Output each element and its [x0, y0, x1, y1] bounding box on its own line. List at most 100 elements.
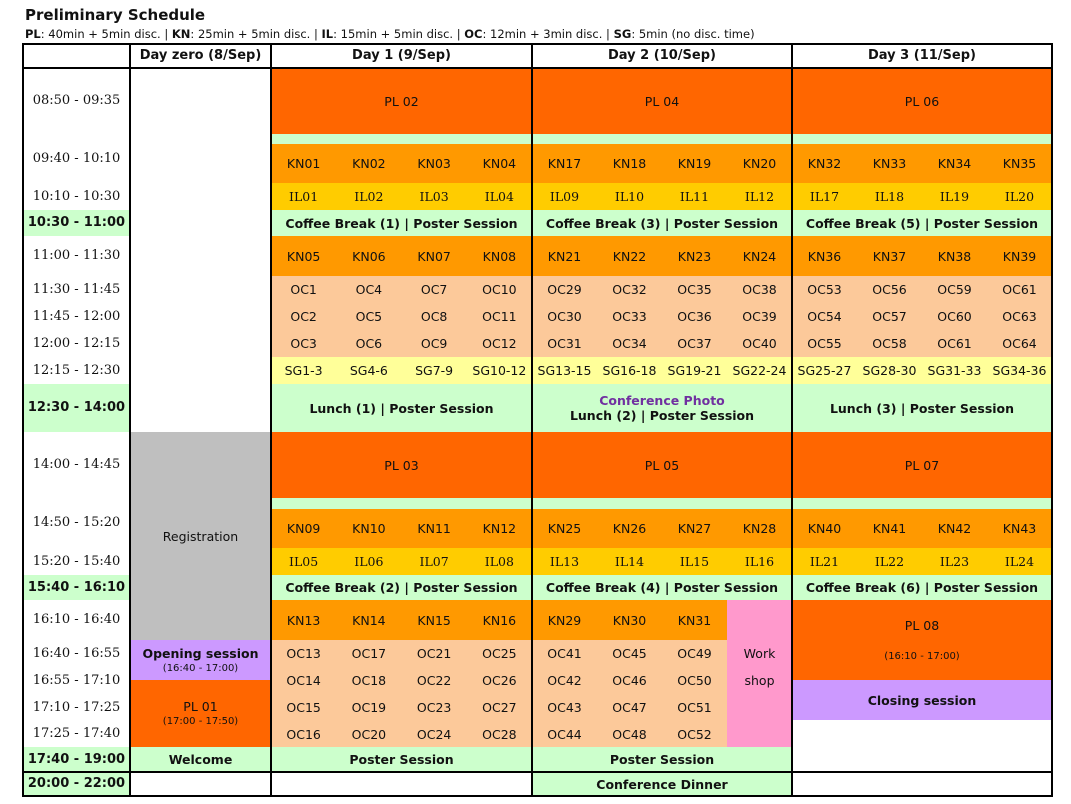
oral-talk-label: OC39 [742, 309, 777, 324]
day-header: Day zero (8/Sep) [130, 44, 271, 68]
coffee-break-label: Coffee Break (2) | Poster Session [285, 580, 518, 595]
time-slot: 16:10 - 16:40 [23, 600, 130, 640]
oral-talk-label: OC44 [547, 726, 582, 742]
oral-talk-label: OC59 [937, 282, 972, 297]
time-slot: 08:50 - 09:35 [23, 68, 130, 134]
invited-talk-label: IL04 [484, 189, 514, 204]
oral-talk-label: OC55 [807, 336, 842, 351]
oral-talk: OC16 [271, 721, 337, 747]
day-header-label: Day 3 (11/Sep) [868, 48, 976, 64]
coffee-break: Coffee Break (4) | Poster Session [532, 575, 792, 600]
invited-talk-label: IL10 [614, 189, 645, 204]
oral-talk: OC64 [987, 330, 1052, 357]
keynote-talk-label: KN35 [1002, 156, 1037, 171]
oral-talk: OC2 [271, 303, 337, 330]
short-talk-label: SG16-18 [602, 363, 657, 378]
oral-talk: OC31 [532, 330, 597, 357]
invited-talk-label: IL03 [419, 189, 449, 204]
oral-talk: OC34 [597, 330, 662, 357]
keynote-talk-label: KN19 [677, 156, 712, 171]
oral-talk: OC46 [597, 667, 662, 694]
oral-talk-label: OC18 [351, 673, 387, 688]
oral-talk: OC54 [792, 303, 857, 330]
gap-strip [532, 498, 792, 509]
oral-talk-label: OC14 [286, 673, 321, 688]
oral-talk-label: OC35 [677, 282, 712, 297]
oral-talk: OC33 [597, 303, 662, 330]
invited-talk: IL18 [857, 183, 922, 210]
oral-talk: OC25 [466, 640, 532, 667]
keynote-talk-label: KN05 [286, 248, 321, 264]
invited-talk: IL14 [597, 548, 662, 575]
keynote-talk: KN24 [727, 236, 792, 276]
grid-line [22, 67, 1053, 69]
oral-talk: OC60 [922, 303, 987, 330]
oral-talk-label: OC60 [937, 309, 972, 324]
keynote-talk: KN25 [532, 509, 597, 548]
conference-dinner-label: Conference Dinner [596, 776, 728, 792]
time-label: 11:45 - 12:00 [32, 308, 121, 324]
oral-talk: OC61 [987, 276, 1052, 303]
grid-line [22, 795, 1053, 797]
invited-talk-label: IL02 [354, 189, 384, 204]
time-slot: 12:00 - 12:15 [23, 330, 130, 357]
oral-talk: OC37 [662, 330, 727, 357]
lunch-label: Lunch (3) | Poster Session [829, 400, 1015, 416]
keynote-talk: KN35 [987, 144, 1052, 183]
short-talk-label: SG31-33 [927, 363, 982, 378]
oral-talk-label: OC50 [677, 673, 712, 688]
plenary-session: PL 07 [792, 432, 1052, 498]
keynote-talk: KN09 [271, 509, 337, 548]
keynote-talk: KN41 [857, 509, 922, 548]
keynote-talk-label: KN21 [547, 248, 582, 264]
oral-talk: OC50 [662, 667, 727, 694]
oral-talk-label: OC27 [482, 700, 517, 715]
keynote-talk-label: KN09 [286, 521, 321, 536]
invited-talk: IL20 [987, 183, 1052, 210]
invited-talk: IL07 [401, 548, 467, 575]
keynote-talk: KN08 [466, 236, 532, 276]
oral-talk: OC14 [271, 667, 337, 694]
oral-talk: OC15 [271, 694, 337, 721]
coffee-break: Coffee Break (2) | Poster Session [271, 575, 532, 600]
oral-talk-label: OC52 [677, 726, 712, 742]
time-label: 12:00 - 12:15 [32, 335, 121, 351]
keynote-talk: KN28 [727, 509, 792, 548]
legend-key: OC [464, 27, 483, 41]
oral-talk: OC51 [662, 694, 727, 721]
invited-talk-label: IL23 [939, 554, 970, 569]
oral-talk: OC36 [662, 303, 727, 330]
oral-talk-label: OC47 [612, 700, 647, 715]
oral-talk-label: OC63 [1002, 309, 1037, 324]
keynote-talk-label: KN01 [286, 156, 321, 171]
keynote-talk: KN43 [987, 509, 1052, 548]
time-label: 11:00 - 11:30 [32, 248, 121, 264]
short-talk: SG34-36 [987, 357, 1052, 384]
oral-talk: OC45 [597, 640, 662, 667]
short-talk: SG19-21 [662, 357, 727, 384]
invited-talk: IL08 [466, 548, 532, 575]
oral-talk-label: OC57 [872, 309, 907, 324]
time-label: 17:10 - 17:25 [32, 699, 121, 715]
keynote-talk: KN32 [792, 144, 857, 183]
oral-talk-label: OC54 [807, 309, 842, 324]
oral-talk: OC7 [401, 276, 467, 303]
keynote-talk-label: KN32 [807, 156, 842, 171]
coffee-break-label: Coffee Break (4) | Poster Session [545, 580, 779, 595]
keynote-talk: KN22 [597, 236, 662, 276]
oral-talk: OC61 [922, 330, 987, 357]
time-slot: 15:20 - 15:40 [23, 548, 130, 575]
closing-session: Closing session [792, 680, 1052, 720]
time-slot: 17:10 - 17:25 [23, 694, 130, 721]
short-talk: SG13-15 [532, 357, 597, 384]
oral-talk-label: OC61 [1002, 282, 1037, 297]
oral-talk-label: OC31 [547, 336, 582, 351]
oral-talk: OC49 [662, 640, 727, 667]
keynote-talk: KN15 [401, 600, 467, 640]
plenary-session: PL 03 [271, 432, 532, 498]
invited-talk-label: IL21 [809, 554, 840, 569]
plenary-time: (16:10 - 17:00) [884, 650, 960, 662]
legend-text: : 25min + 5min disc. | [190, 27, 322, 41]
time-label: 16:55 - 17:10 [32, 672, 121, 688]
oral-talk: OC53 [792, 276, 857, 303]
